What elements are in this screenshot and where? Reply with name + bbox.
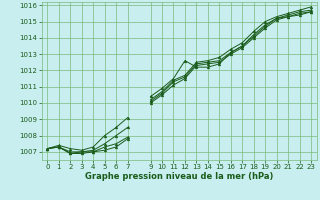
X-axis label: Graphe pression niveau de la mer (hPa): Graphe pression niveau de la mer (hPa) [85, 172, 273, 181]
